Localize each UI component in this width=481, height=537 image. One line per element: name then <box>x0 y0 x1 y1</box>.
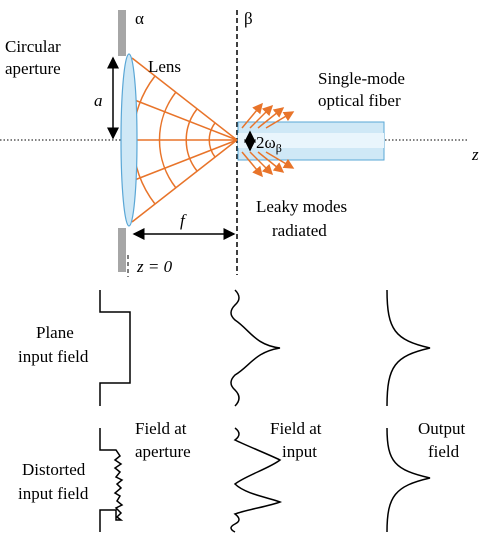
lens <box>121 54 137 226</box>
label: Output <box>418 419 466 438</box>
label: input field <box>18 484 89 503</box>
label: z = 0 <box>136 257 173 276</box>
label: input <box>282 442 317 461</box>
aperture-plate <box>118 10 126 56</box>
label: Lens <box>148 57 181 76</box>
alpha-label: α <box>135 9 144 28</box>
label: β <box>276 141 282 155</box>
label: Single-mode <box>318 69 405 88</box>
label: f <box>180 211 187 230</box>
diagram: α β Circular aperture Lens a Single-mode… <box>0 0 481 537</box>
aperture-plate <box>118 228 126 272</box>
profiles <box>100 290 430 532</box>
rays <box>132 58 237 222</box>
label: Circular <box>5 37 61 56</box>
label: optical fiber <box>318 91 401 110</box>
beta-label: β <box>244 9 253 28</box>
label: Plane <box>36 323 74 342</box>
label: 2ω <box>256 133 276 152</box>
label: Field at <box>270 419 322 438</box>
label: Distorted <box>22 460 86 479</box>
label: Field at <box>135 419 187 438</box>
label: input field <box>18 347 89 366</box>
label: z <box>471 145 479 164</box>
label: Leaky modes <box>256 197 347 216</box>
label: field <box>428 442 460 461</box>
label: a <box>94 91 103 110</box>
label: aperture <box>135 442 191 461</box>
label: radiated <box>272 221 327 240</box>
label: aperture <box>5 59 61 78</box>
